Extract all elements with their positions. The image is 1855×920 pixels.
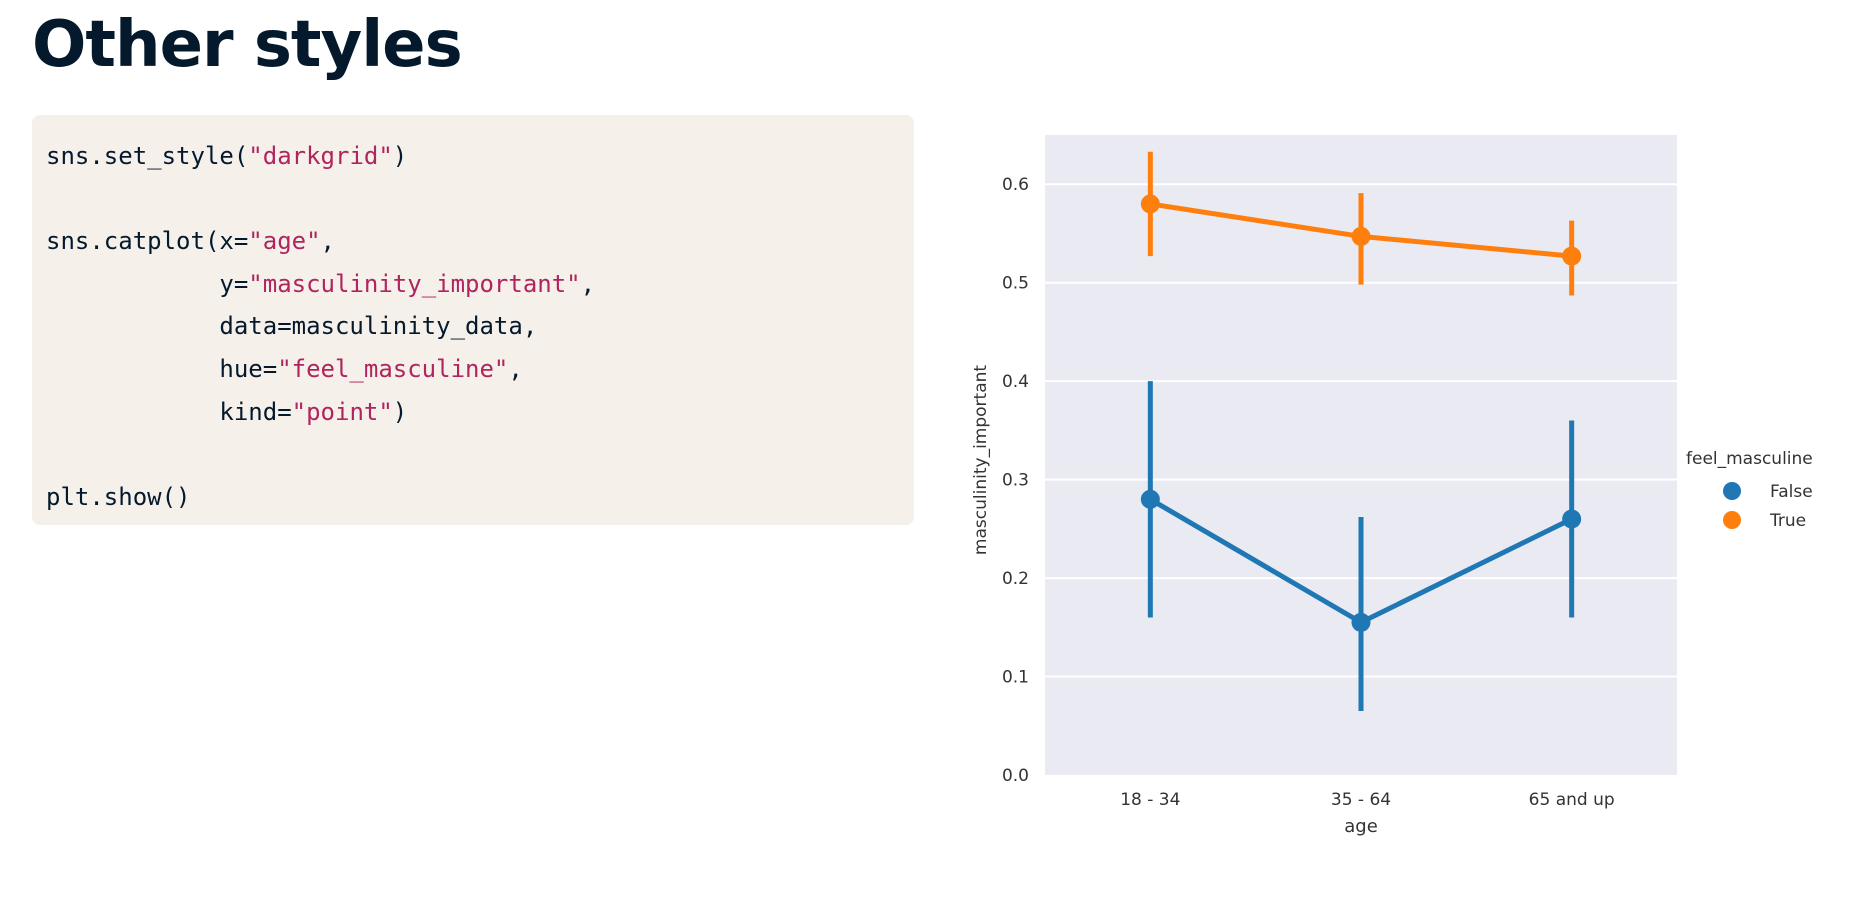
- legend-marker: [1723, 482, 1741, 500]
- data-point: [1140, 194, 1160, 214]
- x-axis-label: age: [1344, 816, 1378, 837]
- code-token: ): [392, 142, 408, 170]
- legend-marker: [1723, 511, 1741, 529]
- y-tick-label: 0.0: [1002, 766, 1029, 786]
- code-token: kind=: [46, 397, 292, 426]
- code-line: y="masculinity_important",: [46, 263, 900, 306]
- code-line: [46, 433, 900, 476]
- code-token: sns.set_style(: [46, 142, 249, 170]
- data-point: [1351, 612, 1371, 632]
- series-true: [1140, 151, 1582, 296]
- legend-label: True: [1769, 511, 1806, 531]
- code-token: ,: [508, 354, 523, 383]
- legend-title: feel_masculine: [1686, 449, 1813, 469]
- code-token: plt.show(): [46, 482, 191, 511]
- x-tick-labels: 18 - 34 35 - 64 65 and up: [1120, 790, 1614, 810]
- code-token: data=masculinity_data,: [46, 312, 538, 341]
- data-point: [1562, 509, 1582, 529]
- y-axis-label: masculinity_important: [971, 365, 991, 555]
- x-tick-label: 18 - 34: [1120, 790, 1180, 810]
- code-token: ,: [580, 269, 596, 298]
- page-title: Other styles: [32, 8, 463, 82]
- code-token: hue=: [46, 354, 278, 383]
- code-line: kind="point"): [46, 391, 900, 434]
- chart-svg: 0.0 0.1 0.2 0.3 0.4 0.5 0.6 18 - 34 35 - 64 65 a…: [971, 135, 1813, 837]
- y-tick-label: 0.2: [1002, 569, 1029, 589]
- x-tick-label: 35 - 64: [1331, 790, 1391, 810]
- y-tick-labels: 0.0 0.1 0.2 0.3 0.4 0.5 0.6: [1002, 175, 1029, 786]
- series-false: [1140, 381, 1582, 711]
- code-token: ): [392, 397, 408, 426]
- code-lines: sns.set_style("darkgrid") sns.catplot(x="…: [46, 135, 900, 518]
- code-line: sns.set_style("darkgrid"): [46, 135, 900, 178]
- code-line: sns.catplot(x="age",: [46, 220, 900, 263]
- point-plot: 0.0 0.1 0.2 0.3 0.4 0.5 0.6 18 - 34 35 - 64 65 a…: [960, 115, 1855, 879]
- y-tick-label: 0.4: [1002, 372, 1029, 392]
- y-tick-label: 0.1: [1002, 668, 1029, 688]
- legend: feel_masculine False True: [1686, 449, 1813, 531]
- code-token: sns.catplot(x=: [46, 227, 249, 256]
- series-layer: [1140, 151, 1582, 711]
- y-tick-label: 0.5: [1002, 274, 1029, 294]
- code-string: "feel_masculine": [277, 354, 509, 383]
- code-block: sns.set_style("darkgrid") sns.catplot(x="…: [32, 115, 914, 525]
- code-string: "age": [248, 227, 321, 256]
- data-point: [1351, 226, 1371, 246]
- code-string: "darkgrid": [248, 142, 393, 170]
- data-point: [1562, 246, 1582, 266]
- code-string: "masculinity_important": [248, 269, 581, 298]
- code-line: [46, 178, 900, 221]
- code-token: ,: [320, 227, 335, 256]
- code-string: "point": [291, 397, 393, 426]
- data-point: [1140, 489, 1160, 509]
- x-tick-label: 65 and up: [1529, 790, 1615, 810]
- code-token: y=: [46, 269, 249, 298]
- code-line: data=masculinity_data,: [46, 305, 900, 348]
- code-line: plt.show(): [46, 476, 900, 519]
- code-line: hue="feel_masculine",: [46, 348, 900, 391]
- y-tick-label: 0.6: [1002, 175, 1029, 195]
- y-tick-label: 0.3: [1002, 471, 1029, 491]
- legend-label: False: [1770, 482, 1813, 502]
